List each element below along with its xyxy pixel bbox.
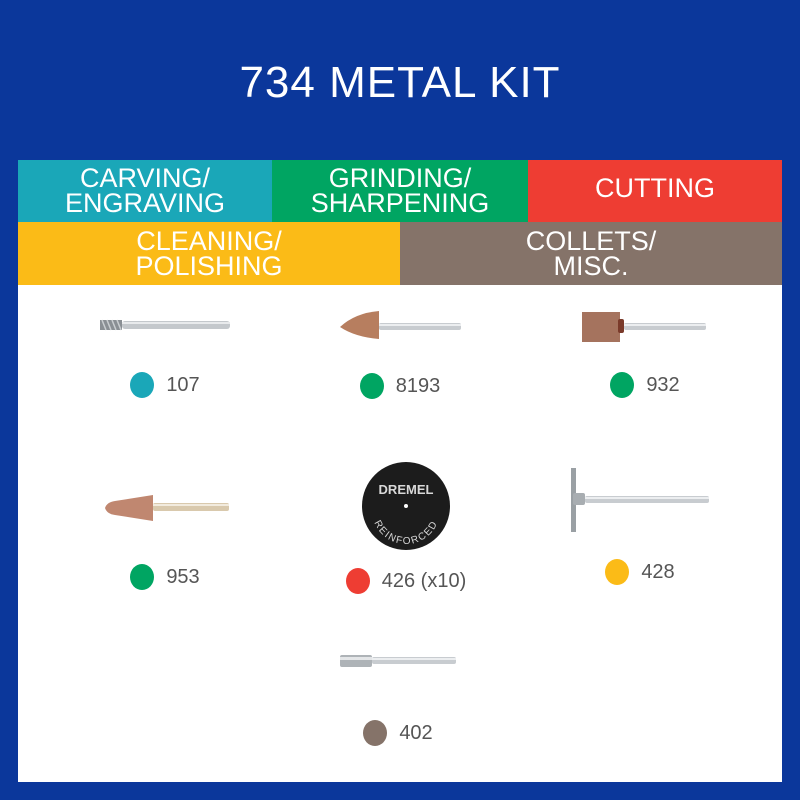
category-cleaning: CLEANING/POLISHING: [18, 222, 400, 285]
grinding-stone-cylinder-icon: [582, 312, 706, 342]
cutoff-wheel-icon: DREMEL REINFORCED: [362, 462, 450, 550]
kit-panel: CARVING/ENGRAVING GRINDING/SHARPENING CU…: [18, 160, 782, 782]
page-title: 734 METAL KIT: [239, 58, 561, 107]
item-428: 428: [520, 465, 760, 585]
category-label: POLISHING: [135, 250, 283, 281]
category-cutting: CUTTING: [528, 160, 782, 222]
item-402: 402: [278, 650, 518, 746]
item-932: 932: [525, 308, 765, 398]
category-collets: COLLETS/MISC.: [400, 222, 782, 285]
grinding-stone-cone-icon: [340, 311, 461, 339]
category-dot: [345, 568, 370, 594]
category-label: CUTTING: [595, 172, 715, 203]
category-dot: [605, 559, 630, 585]
wire-brush-icon: [571, 468, 709, 532]
item-8193: 8193: [280, 307, 520, 399]
category-label: GRINDING/: [328, 163, 472, 193]
category-label: CARVING/: [79, 163, 211, 193]
category-dot: [130, 564, 155, 590]
mandrel-icon: [340, 655, 456, 667]
category-carving: CARVING/ENGRAVING: [18, 160, 272, 222]
item-code: 107: [166, 373, 200, 396]
category-grinding: GRINDING/SHARPENING: [272, 160, 528, 222]
item-code: 426 (x10): [381, 569, 467, 592]
item-code: 402: [399, 721, 433, 744]
category-label: MISC.: [553, 250, 629, 281]
item-107: 107: [45, 310, 285, 398]
category-label: COLLETS/: [525, 225, 657, 256]
item-code: 953: [166, 565, 200, 588]
item-code: 428: [641, 560, 675, 583]
category-label: ENGRAVING: [64, 188, 226, 218]
item-code: 8193: [395, 374, 441, 397]
category-dot: [130, 372, 155, 398]
category-label: SHARPENING: [310, 188, 490, 218]
item-953: 953: [45, 490, 285, 590]
category-dot: [363, 720, 388, 746]
grinding-stone-taper-icon: [105, 495, 229, 521]
item-code: 932: [646, 373, 680, 396]
disc-brand: DREMEL: [379, 482, 434, 497]
category-dot: [610, 372, 635, 398]
item-426: DREMEL REINFORCED 426 (x10): [286, 458, 526, 594]
category-label: CLEANING/: [136, 225, 282, 256]
category-dot: [359, 373, 384, 399]
carbide-cutter-icon: [100, 319, 230, 331]
